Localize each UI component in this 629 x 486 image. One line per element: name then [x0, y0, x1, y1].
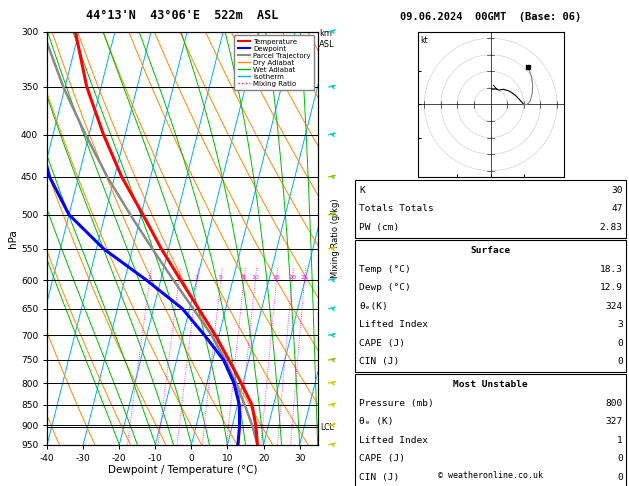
Text: 44°13'N  43°06'E  522m  ASL: 44°13'N 43°06'E 522m ASL [86, 9, 279, 22]
Text: 12.9: 12.9 [599, 283, 623, 292]
Text: 327: 327 [606, 417, 623, 426]
Text: 0: 0 [617, 357, 623, 366]
Text: Totals Totals: Totals Totals [359, 205, 434, 213]
Text: LCL: LCL [320, 423, 334, 432]
Text: 18.3: 18.3 [599, 265, 623, 274]
Text: 30: 30 [611, 186, 623, 195]
Text: 8: 8 [242, 275, 246, 280]
Text: 3: 3 [617, 320, 623, 329]
Text: 25: 25 [301, 275, 308, 280]
Text: Lifted Index: Lifted Index [359, 436, 428, 445]
Text: 0: 0 [617, 454, 623, 463]
Text: © weatheronline.co.uk: © weatheronline.co.uk [438, 471, 543, 480]
Text: Dewp (°C): Dewp (°C) [359, 283, 411, 292]
Text: 15: 15 [273, 275, 281, 280]
Text: CAPE (J): CAPE (J) [359, 339, 405, 347]
Text: 10: 10 [252, 275, 259, 280]
Text: θₑ(K): θₑ(K) [359, 302, 388, 311]
Text: PW (cm): PW (cm) [359, 223, 399, 232]
Text: Surface: Surface [470, 246, 511, 255]
Text: 20: 20 [288, 275, 296, 280]
Text: Pressure (mb): Pressure (mb) [359, 399, 434, 408]
Text: 800: 800 [606, 399, 623, 408]
Text: Temp (°C): Temp (°C) [359, 265, 411, 274]
Text: kt: kt [421, 36, 428, 45]
Text: K: K [359, 186, 365, 195]
Text: 1: 1 [148, 275, 152, 280]
Text: 5: 5 [219, 275, 223, 280]
Legend: Temperature, Dewpoint, Parcel Trajectory, Dry Adiabat, Wet Adiabat, Isotherm, Mi: Temperature, Dewpoint, Parcel Trajectory… [235, 35, 314, 90]
Text: θₑ (K): θₑ (K) [359, 417, 394, 426]
Text: Mixing Ratio (g/kg): Mixing Ratio (g/kg) [331, 198, 340, 278]
Text: 3: 3 [195, 275, 199, 280]
Text: 1: 1 [617, 436, 623, 445]
Text: CIN (J): CIN (J) [359, 357, 399, 366]
Y-axis label: hPa: hPa [8, 229, 18, 247]
Text: 2.83: 2.83 [599, 223, 623, 232]
Text: Most Unstable: Most Unstable [454, 381, 528, 389]
Text: 324: 324 [606, 302, 623, 311]
X-axis label: Dewpoint / Temperature (°C): Dewpoint / Temperature (°C) [108, 466, 257, 475]
Text: 0: 0 [617, 339, 623, 347]
Text: Lifted Index: Lifted Index [359, 320, 428, 329]
Text: CIN (J): CIN (J) [359, 473, 399, 482]
Text: 47: 47 [611, 205, 623, 213]
Text: 2: 2 [177, 275, 181, 280]
Text: CAPE (J): CAPE (J) [359, 454, 405, 463]
Text: km
ASL: km ASL [319, 29, 335, 49]
Text: 09.06.2024  00GMT  (Base: 06): 09.06.2024 00GMT (Base: 06) [400, 12, 581, 22]
Text: 0: 0 [617, 473, 623, 482]
